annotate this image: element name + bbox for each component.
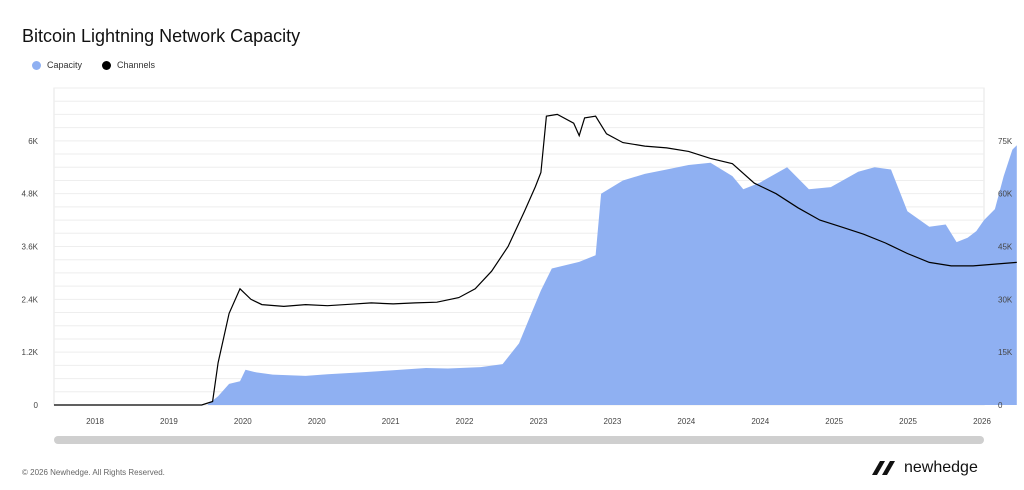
chart-range-scrollbar[interactable] — [54, 436, 984, 444]
legend-item-channels[interactable]: Channels — [102, 60, 155, 70]
right-axis-tick-label: 30K — [998, 295, 1013, 304]
x-axis-tick-label: 2022 — [456, 417, 474, 426]
newhedge-logo-icon — [872, 461, 895, 475]
right-axis-tick-label: 15K — [998, 348, 1013, 357]
x-axis-tick-label: 2018 — [86, 417, 104, 426]
right-axis-tick-label: 45K — [998, 243, 1013, 252]
x-axis-tick-label: 2023 — [530, 417, 548, 426]
capacity-area — [54, 145, 1017, 405]
left-axis-tick-label: 2.4K — [22, 295, 39, 304]
x-axis-tick-label: 2019 — [160, 417, 178, 426]
right-axis-tick-label: 0 — [998, 401, 1003, 410]
x-axis-tick-label: 2020 — [308, 417, 326, 426]
left-axis-tick-label: 1.2K — [22, 348, 39, 357]
legend-item-capacity[interactable]: Capacity — [32, 60, 82, 70]
right-axis-tick-label: 60K — [998, 190, 1013, 199]
x-axis-tick-label: 2021 — [382, 417, 400, 426]
brand-name: newhedge — [904, 459, 978, 476]
lightning-capacity-chart: 0 1.2K 2.4K 3.6K 4.8K 6K 0 15K 30K 45K 60K 75K 2018 2… — [22, 87, 1017, 426]
x-axis-tick-label: 2024 — [751, 417, 769, 426]
brand-logo[interactable]: newhedge — [872, 459, 978, 477]
x-axis-tick-label: 2023 — [604, 417, 622, 426]
x-axis-tick-label: 2025 — [899, 417, 917, 426]
capacity-legend-swatch — [32, 60, 41, 70]
x-axis-tick-label: 2024 — [677, 417, 695, 426]
channels-legend-swatch — [102, 60, 112, 70]
copyright-footer: © 2026 Newhedge. All Rights Reserved. — [22, 468, 165, 477]
legend-label-capacity: Capacity — [47, 60, 83, 70]
chart-legend: Capacity Channels — [32, 60, 155, 70]
right-axis-tick-label: 75K — [998, 137, 1013, 146]
legend-label-channels: Channels — [117, 60, 156, 70]
page-title: Bitcoin Lightning Network Capacity — [22, 26, 301, 46]
left-axis-tick-label: 3.6K — [22, 243, 39, 252]
left-axis-tick-label: 0 — [34, 401, 39, 410]
left-axis-tick-label: 6K — [28, 137, 38, 146]
x-axis-tick-label: 2020 — [234, 417, 252, 426]
x-axis-tick-label: 2025 — [825, 417, 843, 426]
x-axis-tick-label: 2026 — [973, 417, 991, 426]
left-axis-tick-label: 4.8K — [22, 190, 39, 199]
channels-line — [54, 113, 1017, 406]
